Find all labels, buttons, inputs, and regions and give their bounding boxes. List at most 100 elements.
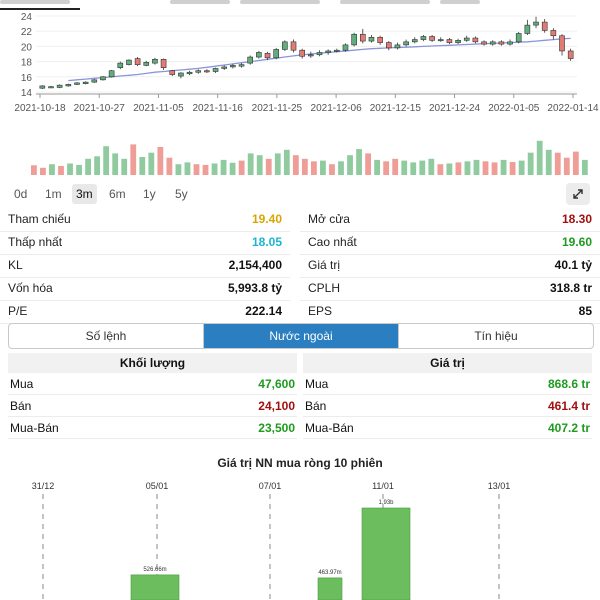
candlestick-chart[interactable]: 14 16 18 20 22 24 2021-10-18 2021-10-27 2021-11-… <box>0 10 600 122</box>
candle-body <box>385 42 392 49</box>
expand-icon <box>573 189 583 199</box>
candle-body <box>550 30 557 37</box>
volume-bar <box>103 146 110 175</box>
date-label: 31/12 <box>32 481 55 491</box>
stat-value: 222.14 <box>245 304 282 318</box>
top-bar <box>0 0 600 12</box>
candle-body <box>91 79 98 83</box>
volume-bar <box>175 164 182 175</box>
candle-body <box>368 36 375 42</box>
volume-bar <box>383 161 390 175</box>
candle-body <box>74 82 80 85</box>
volume-bar <box>184 162 191 175</box>
stat-value: 19.60 <box>561 235 592 249</box>
panel-row: Bán 24,100 <box>8 395 297 417</box>
candle-body <box>472 37 479 43</box>
volume-bar <box>283 149 290 175</box>
volume-bar <box>554 152 561 175</box>
candle-body <box>316 52 323 56</box>
candle-body <box>152 59 158 64</box>
candle-body <box>489 41 496 45</box>
candle-body <box>411 39 418 43</box>
volume-bar <box>482 161 489 175</box>
candle-body <box>541 21 548 31</box>
volume-bar <box>374 159 381 175</box>
volume-bar <box>563 157 570 175</box>
net-buy-bar <box>317 577 343 600</box>
volume-bar <box>256 155 263 175</box>
volume-bar <box>392 158 399 175</box>
volume-bar <box>365 153 371 175</box>
candle-body <box>48 86 54 89</box>
candle-body <box>117 62 124 68</box>
volume-bar <box>94 156 101 175</box>
volume-bar <box>265 158 272 175</box>
candle-body <box>351 33 357 46</box>
range-0d[interactable]: 0d <box>14 187 28 201</box>
range-selector: 0d 1m 3m 6m 1y 5y <box>0 184 600 206</box>
stat-value: 40.1 tỷ <box>554 258 592 272</box>
stat-row-kl: KL 2,154,400 <box>0 254 290 278</box>
range-6m[interactable]: 6m <box>109 187 126 201</box>
row-value: 23,500 <box>258 421 295 435</box>
row-label: Mua <box>305 377 329 391</box>
volume-bar <box>211 163 218 175</box>
range-5y[interactable]: 5y <box>175 187 188 201</box>
stat-row-thap-nhat: Thấp nhất 18.05 <box>0 231 290 255</box>
volume-bar <box>274 153 281 175</box>
row-label: Mua-Bán <box>305 421 354 435</box>
candle-body <box>82 81 89 84</box>
candle-body <box>160 59 167 68</box>
stat-label: Giá trị <box>308 258 341 272</box>
volume-bar <box>401 160 408 175</box>
stat-label: CPLH <box>308 281 341 295</box>
x-tick-label: 2021-11-05 <box>133 103 184 114</box>
volume-bar <box>437 164 444 175</box>
tab-nuoc-ngoai[interactable]: Nước ngoài <box>204 324 399 348</box>
tab-so-lenh[interactable]: Số lệnh <box>9 324 204 348</box>
x-tick-label: 2021-11-16 <box>192 103 243 114</box>
volume-bar <box>500 159 507 175</box>
range-1m[interactable]: 1m <box>45 187 62 201</box>
volume-bar <box>40 167 46 175</box>
range-3m[interactable]: 3m <box>72 184 97 204</box>
candle-body <box>108 70 115 78</box>
volume-bar <box>464 161 471 175</box>
segment-tabs: Số lệnh Nước ngoài Tín hiệu <box>8 323 594 349</box>
candle-body <box>56 84 63 88</box>
volume-bar <box>473 159 480 175</box>
stat-row-tham-chieu: Tham chiếu 19.40 <box>0 208 290 232</box>
candle-body <box>290 41 297 51</box>
stat-row-pe: P/E 222.14 <box>0 300 290 324</box>
stat-label: Mở cửa <box>308 212 350 226</box>
volume-chart <box>31 140 588 175</box>
volume-bar <box>410 162 417 175</box>
range-1y[interactable]: 1y <box>143 187 156 201</box>
volume-bar <box>202 164 209 175</box>
candle-body <box>264 52 271 59</box>
expand-button[interactable] <box>566 183 590 205</box>
volume-bar <box>112 153 119 175</box>
volume-bar <box>229 162 236 175</box>
date-label: 05/01 <box>146 481 169 491</box>
tab-tin-hieu[interactable]: Tín hiệu <box>474 329 518 343</box>
value-panel: Giá trị Mua 868.6 tr Bán 461.4 tr Mua-Bá… <box>303 353 592 439</box>
candle-body <box>515 33 522 43</box>
candle-body <box>134 58 141 65</box>
volume-bar <box>130 144 137 175</box>
stat-row-mo-cua: Mở cửa 18.30 <box>300 208 600 232</box>
candle-body <box>377 36 383 43</box>
candle-body <box>308 54 314 57</box>
candle-body <box>533 21 539 26</box>
volume-bar <box>311 161 317 175</box>
net-buy-chart-title: Giá trị NN mua ròng 10 phiên <box>217 456 383 470</box>
candle-body <box>169 70 176 75</box>
x-tick-label: 2021-11-25 <box>252 103 303 114</box>
candle-body <box>359 33 366 42</box>
candle-body <box>325 50 331 53</box>
stat-value: 5,993.8 tỷ <box>227 281 282 295</box>
volume-bar <box>121 158 128 175</box>
candle-body <box>221 66 228 69</box>
row-label: Mua-Bán <box>10 421 59 435</box>
volume-bar <box>419 160 426 175</box>
